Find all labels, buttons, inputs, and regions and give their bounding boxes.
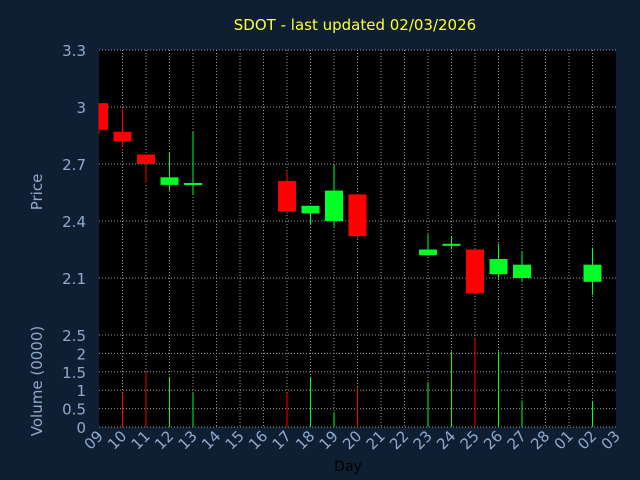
price-y-label: Price — [28, 174, 46, 211]
x-tick-label: 26 — [480, 427, 506, 453]
candle-26 — [489, 243, 508, 280]
candle-body — [160, 177, 179, 185]
volume-y-tick-label: 0 — [76, 419, 86, 437]
candle-10 — [113, 108, 132, 147]
candle-body — [325, 190, 343, 221]
volume-y-tick-label: 0.5 — [62, 401, 86, 419]
x-tick-label: 11 — [128, 427, 154, 453]
x-tick-label: 03 — [598, 427, 624, 453]
candle-24 — [442, 236, 461, 250]
candle-body — [348, 194, 367, 237]
x-tick-label: 20 — [339, 427, 365, 453]
x-tick-label: 18 — [292, 427, 318, 453]
candle-09 — [98, 103, 108, 134]
x-tick-label: 23 — [410, 427, 436, 453]
price-y-tick-label: 2.1 — [62, 270, 86, 288]
price-y-tick-label: 3.3 — [62, 42, 86, 60]
volume-y-tick-label: 1.5 — [62, 364, 86, 382]
x-tick-label: 22 — [386, 427, 412, 453]
candle-body — [99, 103, 108, 130]
candle-18 — [301, 205, 320, 225]
volume-y-ticks: 2.521.510.50 — [62, 327, 86, 437]
x-tick-label: 01 — [551, 427, 577, 453]
candle-20 — [348, 194, 367, 239]
x-tick-label: 15 — [222, 427, 248, 453]
price-y-tick-label: 2.4 — [62, 213, 86, 231]
candle-body — [489, 259, 508, 275]
x-tick-label: 19 — [316, 427, 342, 453]
x-tick-label: 27 — [504, 427, 530, 453]
candle-12 — [160, 152, 179, 191]
candle-27 — [513, 251, 531, 282]
candle-body — [419, 249, 437, 256]
candle-body — [184, 183, 202, 185]
candle-body — [583, 264, 602, 282]
x-axis-label: Day — [334, 459, 362, 475]
x-tick-label: 16 — [245, 427, 271, 453]
chart-title: SDOT - last updated 02/03/2026 — [234, 16, 476, 34]
candle-25 — [466, 249, 484, 294]
x-tick-label: 28 — [527, 427, 553, 453]
volume-y-tick-label: 2.5 — [62, 327, 86, 345]
candle-body — [137, 154, 155, 164]
candle-17 — [278, 171, 296, 212]
x-tick-label: 14 — [198, 427, 224, 453]
candle-13 — [184, 131, 202, 195]
x-tick-label: 02 — [574, 427, 600, 453]
volume-bars — [122, 338, 593, 427]
candle-body — [466, 249, 484, 294]
volume-y-tick-label: 2 — [76, 345, 86, 363]
candle-body — [301, 205, 320, 214]
candle-body — [513, 264, 531, 278]
x-tick-label: 21 — [363, 427, 389, 453]
price-y-ticks: 3.3 3 2.7 2.4 2.1 — [62, 42, 86, 288]
candle-body — [442, 243, 461, 246]
x-tick-label: 13 — [175, 427, 201, 453]
x-tick-label: 17 — [269, 427, 295, 453]
x-tick-label: 10 — [104, 427, 130, 453]
price-y-tick-label: 3 — [76, 99, 86, 117]
price-y-tick-label: 2.7 — [62, 156, 86, 174]
candle-23 — [419, 234, 437, 256]
x-tick-label: 12 — [151, 427, 177, 453]
x-ticks: 0910111213141516171819202122232425262728… — [81, 427, 624, 453]
candle-02 — [583, 247, 602, 296]
candle-body — [278, 181, 296, 212]
volume-y-label: Volume (0000) — [28, 326, 46, 436]
volume-y-tick-label: 1 — [76, 382, 86, 400]
x-tick-label: 24 — [433, 427, 459, 453]
x-tick-label: 25 — [457, 427, 483, 453]
price-candles — [98, 103, 602, 296]
candle-body — [113, 131, 132, 142]
candle-19 — [325, 164, 343, 227]
candle-11 — [137, 154, 155, 183]
